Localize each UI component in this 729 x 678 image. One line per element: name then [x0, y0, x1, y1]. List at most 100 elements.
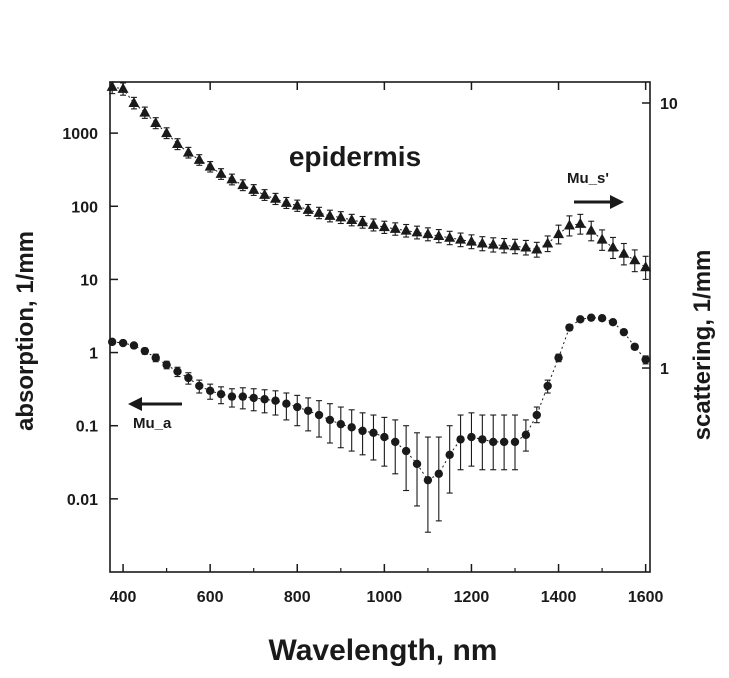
circle-point [565, 323, 574, 332]
circle-point [249, 393, 258, 403]
circle-point [401, 446, 411, 456]
triangle-point [596, 233, 608, 244]
circle-point [532, 410, 541, 420]
x-tick-label: 1400 [541, 589, 577, 606]
triangle-point [465, 235, 477, 246]
triangle-point [226, 173, 238, 184]
circle-point [325, 415, 335, 425]
circle-point [478, 435, 487, 444]
tick-layer: 400 600 800 1000 1200 1400 1600 0.01 0.1 1 10 100 10… [62, 82, 678, 606]
x-tick-label: 400 [110, 589, 137, 606]
triangle-point [487, 238, 499, 249]
triangle-point [357, 216, 369, 227]
circle-point [587, 313, 596, 322]
triangle-point [389, 222, 401, 233]
error-bar [392, 419, 399, 475]
y-right-tick-label: 1 [660, 361, 669, 378]
error-bar [446, 425, 453, 494]
circle-point [391, 437, 400, 447]
y-axis-right-title: scattering, 1/mm [689, 250, 716, 441]
triangle-point [291, 199, 303, 210]
error-bar [414, 432, 421, 507]
triangle-point [585, 224, 597, 235]
triangle-point [422, 228, 434, 239]
triangle-point [324, 209, 336, 220]
y-left-tick-label: 100 [71, 199, 98, 216]
circle-point [445, 450, 454, 460]
triangle-point [346, 213, 358, 224]
triangle-point [259, 188, 271, 199]
circle-point [260, 395, 269, 404]
circle-point [608, 318, 618, 327]
triangle-point [280, 196, 292, 207]
circle-point [336, 419, 346, 429]
triangle-point [531, 243, 543, 254]
error-bar [403, 425, 410, 492]
triangle-point [640, 261, 652, 272]
series-layer [106, 80, 652, 533]
triangle-point [193, 153, 205, 164]
circle-point [184, 373, 193, 383]
x-axis-title: Wavelength, nm [269, 634, 498, 667]
triangle-point [313, 206, 325, 217]
circle-point [238, 392, 248, 401]
annotation-mu-s-label: Mu_s' [567, 170, 609, 187]
circle-point [293, 402, 302, 412]
circle-point [303, 406, 313, 415]
circle-point [641, 355, 650, 364]
triangle-point [150, 117, 162, 128]
circle-point [576, 315, 585, 324]
circle-point [271, 396, 280, 405]
circle-point [140, 346, 150, 356]
circle-point [162, 360, 171, 370]
circle-point [467, 432, 476, 442]
series-line [112, 317, 647, 481]
circle-point [118, 338, 128, 348]
circle-point [499, 437, 509, 447]
triangle-point [553, 228, 565, 239]
circle-point [282, 399, 291, 408]
circle-point [369, 428, 378, 437]
circle-point [173, 367, 182, 376]
circle-point [510, 437, 520, 447]
chart-title: epidermis [289, 141, 421, 172]
annotation-mu-a-label: Mu_a [133, 415, 172, 432]
circle-point [380, 432, 389, 442]
triangle-point [629, 254, 641, 265]
triangle-point [607, 241, 619, 252]
triangle-point [433, 229, 445, 240]
triangle-point [269, 192, 281, 203]
triangle-point [106, 80, 118, 91]
circle-point [630, 342, 639, 351]
circle-point [195, 381, 204, 391]
triangle-point [172, 138, 183, 149]
circle-point [554, 353, 563, 362]
circle-point [423, 475, 433, 485]
triangle-point [509, 240, 521, 251]
triangle-point [563, 219, 575, 230]
error-bar [424, 436, 431, 533]
triangle-point [542, 237, 554, 248]
triangle-point [444, 231, 456, 242]
series-line [112, 86, 646, 268]
triangle-point [367, 218, 379, 229]
triangle-point [455, 233, 467, 244]
circle-point [227, 392, 237, 401]
circle-point [129, 341, 139, 350]
y-axis-left-title: absorption, 1/mm [12, 231, 39, 431]
series-mu-s [106, 80, 652, 280]
circle-point [521, 430, 531, 440]
x-tick-label: 1000 [367, 589, 403, 606]
right-arrow-icon [574, 195, 624, 209]
triangle-point [498, 239, 510, 250]
error-bar [381, 416, 388, 467]
circle-point [619, 327, 629, 337]
circle-point [434, 469, 443, 479]
triangle-point [215, 167, 227, 178]
triangle-point [161, 127, 173, 138]
circle-point [151, 353, 160, 362]
circle-point [314, 410, 324, 420]
triangle-point [302, 203, 314, 214]
circle-point [205, 386, 215, 396]
triangle-point [128, 96, 140, 107]
